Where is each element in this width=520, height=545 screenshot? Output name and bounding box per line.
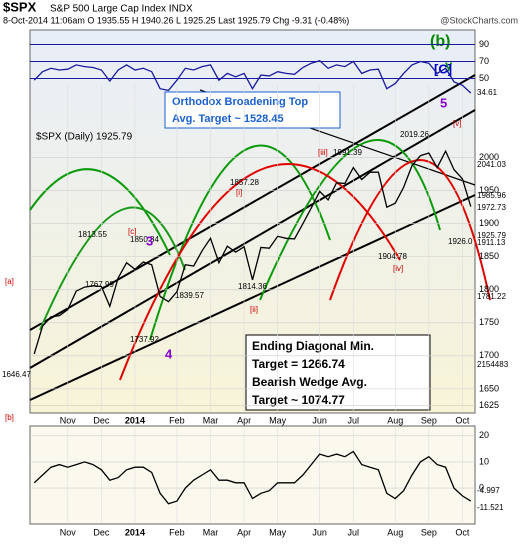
y-tick-label: 1900 [479, 218, 499, 228]
y-tick-label: 1700 [479, 350, 499, 360]
annotation: 2019.26 [400, 130, 429, 139]
box-text: Ending Diagonal Min. [252, 339, 374, 353]
x-tick-label: May [269, 415, 287, 425]
annotation: 1839.57 [175, 291, 204, 300]
box-text: Target ~ 1074.77 [252, 393, 345, 407]
x-tick-label: 2014 [125, 415, 145, 425]
annotation: [a] [5, 277, 14, 286]
y-tick-label: 50 [479, 73, 489, 83]
x-tick-label: Feb [169, 527, 185, 537]
annotation: 4 [165, 346, 173, 361]
y-tick-label: 1625 [479, 400, 499, 410]
annotation: (b) [430, 33, 450, 50]
macd-panel [29, 425, 476, 525]
x-tick-label: Sep [421, 415, 437, 425]
y-tick-label: 90 [479, 39, 489, 49]
x-tick-label: Aug [387, 415, 403, 425]
y-tick-label: 20 [479, 430, 489, 440]
box2: Ending Diagonal Min. Target = 1266.74 Be… [245, 334, 431, 411]
x-tick-label: Dec [93, 415, 110, 425]
y-tick-label: 2000 [479, 152, 499, 162]
x-tick-label: Apr [237, 527, 251, 537]
y-tick-label: 1750 [479, 317, 499, 327]
annotation: 1813.55 [78, 230, 107, 239]
x-tick-label: Feb [169, 415, 185, 425]
annotation: -11.521 [477, 503, 504, 512]
box-text: Bearish Wedge Avg. [252, 375, 367, 389]
annotation: 1857.28 [230, 178, 259, 187]
x-tick-label: Jun [312, 415, 327, 425]
y-tick-label: 1650 [479, 383, 499, 393]
box-text: Avg. Target ~ 1528.45 [172, 113, 284, 125]
y-tick-label: 1800 [479, 284, 499, 294]
annotation: 1767.99 [85, 280, 114, 289]
series-line [33, 59, 472, 94]
y-tick-label: 1950 [479, 185, 499, 195]
annotation: [iii] [318, 148, 328, 157]
annotation: 1737.92 [130, 335, 159, 344]
x-tick-label: Jul [347, 415, 359, 425]
info: 8-Oct-2014 11:06am O 1935.55 H 1940.26 L… [3, 15, 349, 25]
annotation: 1926.0 [448, 237, 473, 246]
x-tick-label: Aug [387, 527, 403, 537]
legend: $SPX (Daily) 1925.79 [36, 132, 133, 143]
annotation: 1646.47 [2, 370, 31, 379]
annotation: 1904.78 [378, 252, 407, 261]
x-tick-label: 2014 [125, 527, 145, 537]
series-line [33, 450, 472, 505]
annotation: 1850.84 [130, 235, 159, 244]
annotation: 34.61 [477, 88, 498, 97]
annotation: 1972.73 [477, 203, 506, 212]
x-tick-label: Jul [347, 527, 359, 537]
annotation: [b] [5, 413, 14, 422]
annotation: y [445, 57, 453, 72]
source: @StockCharts.com [440, 15, 518, 25]
x-tick-label: Oct [455, 415, 470, 425]
y-tick-label: 70 [479, 56, 489, 66]
x-tick-label: Mar [203, 527, 219, 537]
x-tick-label: Jun [312, 527, 327, 537]
annotation: [ii] [250, 305, 258, 314]
box-text: Target = 1266.74 [252, 357, 345, 371]
y-tick-label: 1850 [479, 251, 499, 261]
x-tick-label: Nov [60, 415, 77, 425]
title: $SPX [3, 0, 37, 14]
x-tick-label: Sep [421, 527, 437, 537]
x-tick-label: Apr [237, 415, 251, 425]
annotation: [iv] [393, 264, 403, 273]
annotation: [i] [236, 188, 242, 197]
annotation: 5 [440, 95, 447, 110]
series-line [33, 149, 472, 355]
box1: Orthodox Broadening Top Avg. Target ~ 15… [164, 91, 341, 129]
annotation: [v] [453, 119, 461, 128]
annotation: 1985.96 [477, 191, 506, 200]
y-tick-label: 0 [479, 482, 484, 492]
annotation: 3 [146, 233, 153, 248]
box-text: Orthodox Broadening Top [172, 96, 308, 108]
annotation: 2041.03 [477, 160, 506, 169]
subtitle: S&P 500 Large Cap Index INDX [50, 4, 193, 15]
annotation: 1781.22 [477, 292, 506, 301]
x-tick-label: Dec [93, 527, 110, 537]
annotation: [c] [128, 227, 136, 236]
y-tick-label: 10 [479, 456, 489, 466]
annotation: 1991.39 [333, 148, 362, 157]
x-tick-label: Oct [455, 527, 470, 537]
annotation: 1925.79 [477, 231, 506, 240]
annotation: 2154483 [477, 360, 509, 369]
x-tick-label: Mar [203, 415, 219, 425]
x-tick-label: May [269, 527, 287, 537]
annotation: 1911.13 [477, 238, 506, 247]
annotation: -4.997 [477, 486, 500, 495]
x-tick-label: Nov [60, 527, 77, 537]
annotation: 1814.36 [238, 282, 267, 291]
